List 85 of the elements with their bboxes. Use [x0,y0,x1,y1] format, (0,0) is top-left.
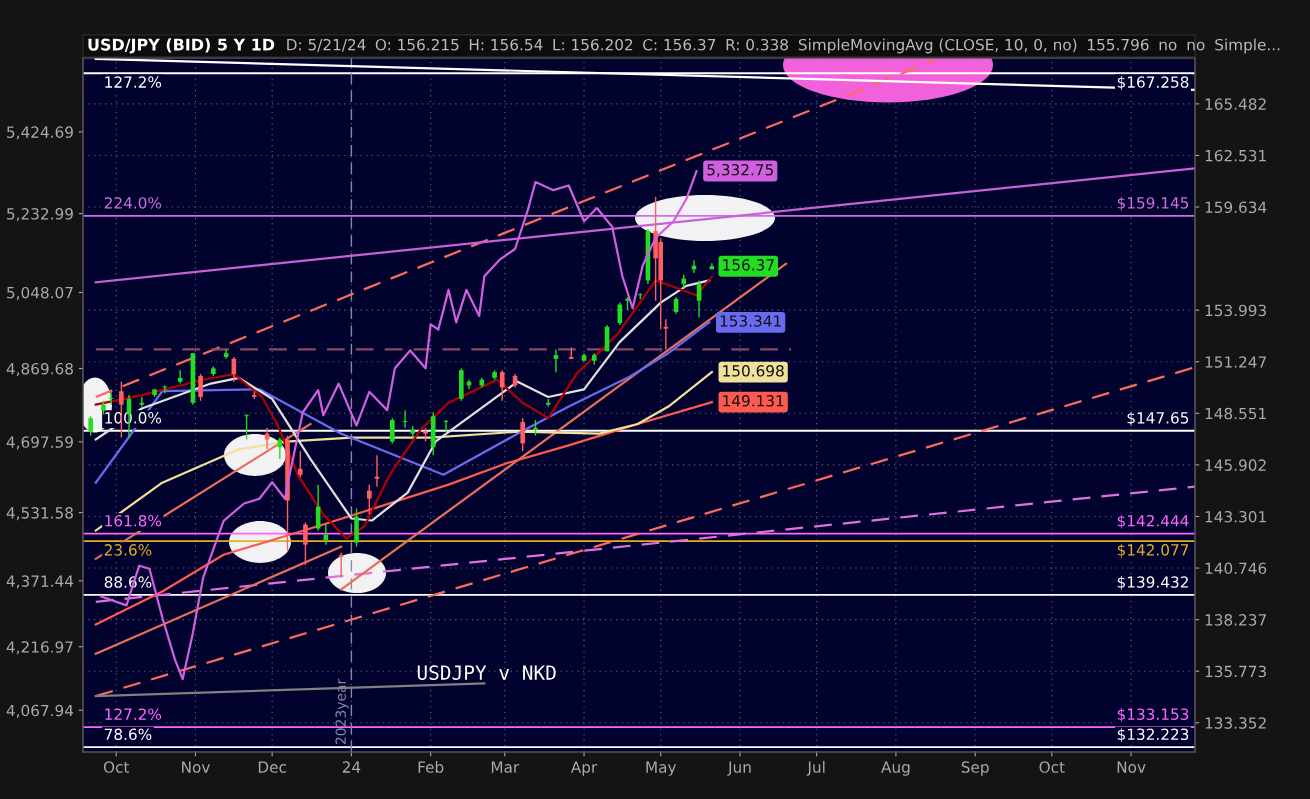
annotation: 161.8% [105,514,162,527]
y-tick-label: 151.247 [1205,356,1266,368]
line-series [94,401,713,626]
text: O: 156.215 [375,38,459,51]
x-tick-label: Nov [1117,761,1146,773]
text: C: 156.37 [643,38,716,51]
text: L: 156.202 [553,38,633,51]
text: no [1187,41,1205,51]
x-tick-label: Aug [881,761,910,776]
text: H: 156.54 [469,38,543,51]
ref-line-label: $132.223 [1117,728,1189,743]
x-tick-label: Jul [806,761,825,776]
text: Simple... [1215,38,1280,54]
y2-tick-label: 4,067.94 [6,704,74,718]
y-tick-label: 145.902 [1205,459,1266,471]
y2-tick-label: 5,232.99 [7,208,73,222]
y-tick-label: 135.773 [1205,665,1266,678]
y2-tick-label: 4,697.59 [6,436,73,450]
x-tick-label: May [646,761,677,776]
text: D: 5/21/24 [287,38,366,52]
data-label: 150.698 [723,365,784,377]
annotation: 224.0% [104,197,162,209]
text: R: 0.338 [726,38,788,51]
x-tick-label: 24 [342,761,361,773]
y-tick-label: 159.634 [1205,201,1267,214]
text: SimpleMovingAvg (CLOSE, 10, 0, no) [798,38,1077,54]
ref-line-label: $133.153 [1117,708,1189,722]
candlestick [499,369,505,402]
x-tick-label: Sep [961,761,989,776]
candlestick [223,348,229,360]
y2-tick-label: 5,048.07 [7,286,73,301]
line-series [94,321,711,484]
y-tick-label: 153.993 [1205,304,1266,317]
data-label: 153.341 [720,315,781,327]
candlestick [367,483,372,516]
candlestick [402,409,408,429]
candlestick [108,390,114,406]
candlestick [244,413,249,441]
ref-line-label: $139.432 [1117,576,1188,590]
x-tick-label: Mar [491,761,520,773]
y2-tick-label: 5,424.69 [7,126,73,140]
text: 155.796 [1088,38,1149,51]
y-tick-label: 165.482 [1205,98,1266,110]
x-tick-label: Jun [727,761,751,776]
y-tick-label: 133.352 [1205,717,1266,729]
x-tick-label: Apr [570,761,598,776]
y2-tick-label: 4,216.97 [6,641,73,655]
x-tick-label: Dec [258,761,286,773]
annotation: 127.2% [105,76,162,88]
annotation: 78.6% [104,728,152,741]
candlestick [443,419,449,433]
ref-line-label: $167.258 [1117,76,1189,90]
ref-line-label: $142.077 [1117,543,1189,558]
annotation: USDJPY v NKD [417,665,556,680]
x-tick-label: Oct [103,761,130,773]
ref-line-label: $147.65 [1127,411,1189,426]
candlestick [553,348,559,373]
y2-tick-label: 4,531.58 [6,507,73,521]
annotation: 156.37 [723,259,774,271]
candlestick [303,521,308,566]
candlestick [88,415,93,437]
ref-line-label: $142.444 [1117,514,1189,529]
candlestick [520,417,525,452]
y-tick-label: 140.746 [1205,562,1267,575]
chart-title: USD/JPY (BID) 5 Y 1D [88,38,275,54]
candlestick [198,373,203,402]
x-tick-label: Oct [1039,761,1065,773]
x-tick-label: Nov [182,761,210,773]
y-tick-label: 138.237 [1205,614,1266,626]
text: no [1159,41,1177,51]
ref-line-label: 2023year [335,678,349,745]
candlestick [297,450,303,478]
y-tick-label: 162.531 [1205,149,1266,162]
y-tick-label: 148.551 [1205,407,1266,420]
data-label: 149.131 [723,395,784,407]
y2-tick-label: 4,371.44 [6,575,74,589]
annotation: 23.6% [104,544,152,556]
y-tick-label: 143.301 [1205,510,1266,523]
annotation: 127.2% [105,708,162,720]
data-label: 5,332.75 [707,163,773,178]
ref-line-label: $159.145 [1117,196,1189,211]
candlestick [390,417,395,445]
x-tick-label: Feb [418,761,444,773]
y2-tick-label: 4,869.68 [6,362,73,377]
line-series [94,371,713,532]
